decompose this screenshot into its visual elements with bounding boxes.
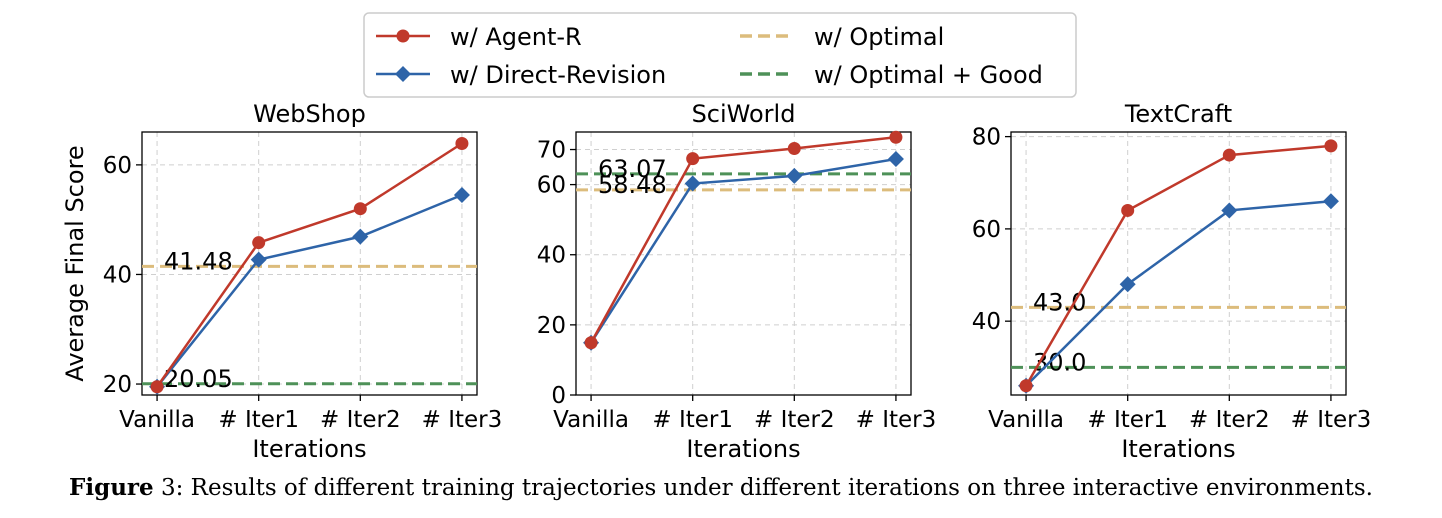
figure-caption: Figure 3: Results of different training …: [0, 474, 1442, 501]
y-tick-label: 40: [972, 309, 1001, 335]
legend-entry: w/ Direct-Revision: [376, 61, 666, 89]
y-tick-label: 20: [103, 372, 132, 398]
legend-frame: [363, 12, 1077, 98]
legend: w/ Agent-R w/ Direct-Revision w/ Optimal w/…: [363, 12, 1077, 98]
axes-frame: [575, 131, 912, 396]
figure-canvas: w/ Agent-R w/ Direct-Revision w/ Optimal w/…: [61, 12, 1371, 463]
legend-label: w/ Direct-Revision: [450, 61, 666, 89]
y-tick-label: 40: [103, 262, 132, 288]
series-line: [156, 193, 463, 388]
data-point-diamond: [352, 228, 369, 245]
x-axis-label: Iterations: [252, 435, 366, 463]
data-point-diamond: [1322, 193, 1339, 210]
x-tick-label: # Iter1: [1087, 407, 1168, 433]
legend-diamond-marker: [395, 66, 411, 82]
legend-circle-marker: [396, 29, 410, 43]
y-tick-label: 60: [972, 217, 1001, 243]
y-tick-label: 60: [537, 173, 566, 199]
data-point-diamond: [786, 167, 803, 184]
x-tick-label: # Iter3: [1291, 407, 1372, 433]
data-point-circle: [584, 336, 598, 350]
data-point-circle: [787, 141, 801, 155]
reference-value-label: 41.48: [164, 247, 233, 275]
data-point-diamond: [887, 151, 904, 168]
x-axis-label: Iterations: [1121, 435, 1235, 463]
series-line: [1025, 199, 1332, 387]
chart-panels: WebShop 20 40 60 Vanilla # Iter1 # Iter2 # Iter…: [61, 100, 1371, 463]
data-point-circle: [1222, 148, 1236, 162]
data-point-circle: [455, 137, 469, 151]
data-point-diamond: [684, 175, 701, 192]
series-line: [1024, 144, 1332, 387]
y-tick-label: 0: [551, 383, 566, 409]
chart-panel-sciworld: SciWorld 0 20 40 60 70 Vanilla # Iter1 # Iter2 # …: [537, 100, 937, 463]
data-point-diamond: [1119, 276, 1136, 293]
x-tick-label: Vanilla: [988, 407, 1064, 433]
reference-value-label: 63.07: [598, 155, 667, 183]
legend-entry: w/ Optimal: [740, 23, 944, 51]
data-point-circle: [1019, 379, 1033, 393]
series-line: [156, 142, 463, 388]
axes-frame: [141, 131, 478, 396]
y-tick-label: 60: [103, 153, 132, 179]
x-tick-label: # Iter2: [754, 407, 835, 433]
y-tick-label: 80: [972, 125, 1001, 151]
data-point-circle: [889, 130, 903, 144]
legend-entry: w/ Agent-R: [376, 23, 582, 51]
x-tick-label: Vanilla: [119, 407, 195, 433]
panel-title: TextCraft: [1124, 100, 1232, 128]
x-tick-label: # Iter2: [1189, 407, 1270, 433]
chart-panel-textcraft: TextCraft 40 60 80 Vanilla # Iter1 # Iter2 # It…: [972, 100, 1372, 463]
figure-label: Figure: [69, 474, 154, 501]
x-tick-label: # Iter3: [856, 407, 937, 433]
reference-value-label: 43.0: [1033, 288, 1086, 316]
axes-frame: [1010, 131, 1347, 396]
y-tick-label: 20: [537, 313, 566, 339]
data-point-circle: [1121, 203, 1135, 217]
x-tick-label: # Iter2: [320, 407, 401, 433]
data-point-circle: [1324, 139, 1338, 153]
series-line: [590, 157, 897, 344]
legend-label: w/ Optimal + Good: [814, 61, 1043, 89]
x-tick-label: # Iter1: [218, 407, 299, 433]
x-tick-label: Vanilla: [553, 407, 629, 433]
panel-title: SciWorld: [692, 100, 796, 128]
legend-label: w/ Agent-R: [450, 23, 582, 51]
series-line: [589, 136, 897, 344]
panel-title: WebShop: [253, 100, 366, 128]
y-axis-label: Average Final Score: [61, 145, 89, 381]
x-tick-label: # Iter3: [422, 407, 503, 433]
data-point-circle: [150, 380, 164, 394]
reference-value-label: 20.05: [164, 365, 233, 393]
caption-text: 3: Results of different training traject…: [153, 475, 1373, 501]
legend-label: w/ Optimal: [814, 23, 944, 51]
legend-entry: w/ Optimal + Good: [740, 61, 1043, 89]
x-tick-label: # Iter1: [652, 407, 733, 433]
y-tick-label: 70: [537, 138, 566, 164]
y-tick-label: 40: [537, 243, 566, 269]
reference-value-label: 58.48: [598, 171, 667, 199]
data-point-circle: [353, 202, 367, 216]
data-point-diamond: [453, 187, 470, 204]
data-point-circle: [252, 236, 266, 250]
data-point-diamond: [250, 251, 267, 268]
x-axis-label: Iterations: [686, 435, 800, 463]
data-point-circle: [686, 152, 700, 166]
data-point-diamond: [1221, 202, 1238, 219]
chart-panel-webshop: WebShop 20 40 60 Vanilla # Iter1 # Iter2 # Iter…: [61, 100, 502, 463]
